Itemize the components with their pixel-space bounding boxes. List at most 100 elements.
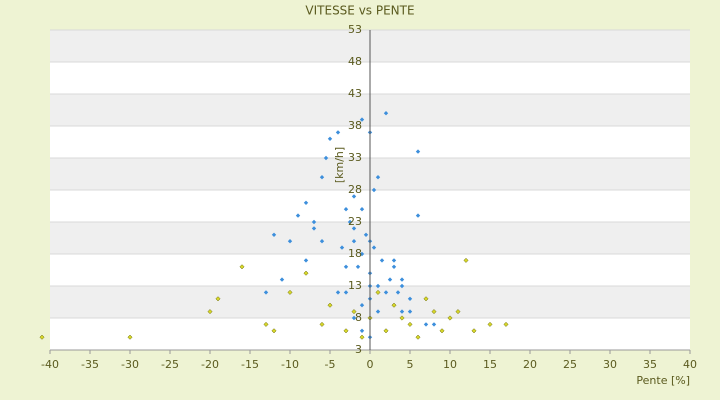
point: [215, 296, 221, 302]
y-tick-label: 13: [348, 279, 362, 292]
point: [431, 309, 437, 315]
point: [391, 302, 397, 308]
point: [343, 264, 349, 269]
point: [351, 239, 357, 244]
point: [447, 315, 453, 321]
point: [407, 309, 413, 314]
point: [383, 111, 389, 116]
point: [359, 328, 365, 333]
y-tick-label: 3: [355, 343, 362, 356]
point: [343, 207, 349, 212]
point: [415, 334, 421, 340]
point: [383, 328, 389, 334]
point: [303, 200, 309, 205]
point: [343, 290, 349, 295]
point: [343, 328, 349, 334]
point: [375, 309, 381, 314]
point: [359, 334, 365, 340]
point: [371, 245, 377, 250]
point: [503, 321, 509, 327]
point: [279, 277, 285, 282]
point: [431, 322, 437, 327]
point: [471, 328, 477, 334]
x-axis-label: Pente [%]: [636, 374, 690, 387]
point: [399, 283, 405, 289]
x-tick-label: 20: [523, 358, 537, 371]
point: [379, 258, 385, 263]
x-tick-label: 35: [643, 358, 657, 371]
point: [355, 264, 361, 269]
point: [399, 309, 405, 314]
point: [415, 149, 421, 154]
point: [455, 309, 461, 315]
point: [295, 213, 301, 218]
x-tick-label: 15: [483, 358, 497, 371]
point: [311, 226, 317, 231]
y-tick-label: 48: [348, 55, 362, 68]
y-tick-label: 8: [355, 311, 362, 324]
point: [415, 213, 421, 218]
point: [339, 245, 345, 250]
point: [239, 264, 245, 270]
y-tick-label: 18: [348, 247, 362, 260]
x-tick-label: 30: [603, 358, 617, 371]
point: [359, 303, 365, 308]
point: [359, 251, 365, 257]
point: [335, 290, 341, 295]
point: [287, 289, 293, 295]
point: [407, 321, 413, 327]
x-tick-label: 10: [443, 358, 457, 371]
point: [351, 315, 357, 321]
point: [319, 239, 325, 244]
point: [399, 277, 405, 282]
y-tick-label: 23: [348, 215, 362, 228]
y-tick-label: 43: [348, 87, 362, 100]
y-tick-label: 28: [348, 183, 362, 196]
point: [391, 258, 397, 263]
x-tick-label: -15: [241, 358, 259, 371]
point: [327, 136, 333, 141]
point: [407, 296, 413, 301]
x-tick-label: -25: [161, 358, 179, 371]
point: [327, 302, 333, 308]
point: [375, 289, 381, 295]
point: [319, 321, 325, 327]
point: [323, 155, 329, 161]
point: [423, 296, 429, 302]
point: [311, 219, 317, 225]
y-axis-label: [km/h]: [333, 147, 346, 183]
point: [347, 219, 353, 225]
point: [303, 258, 309, 263]
x-tick-label: 5: [407, 358, 414, 371]
point: [371, 187, 377, 193]
point: [363, 232, 369, 237]
point: [375, 283, 381, 289]
chart-title: VITESSE vs PENTE: [305, 4, 414, 18]
point: [303, 270, 309, 276]
point: [439, 328, 445, 334]
x-tick-label: -5: [325, 358, 336, 371]
x-tick-label: -20: [201, 358, 219, 371]
point: [423, 322, 429, 327]
point: [359, 117, 365, 122]
point: [399, 315, 405, 321]
x-tick-label: -10: [281, 358, 299, 371]
x-tick-label: 40: [683, 358, 697, 371]
point: [351, 309, 357, 315]
point: [287, 239, 293, 244]
point: [271, 232, 277, 237]
point: [319, 175, 325, 180]
y-tick-label: 53: [348, 23, 362, 36]
point: [351, 226, 357, 231]
x-tick-label: -35: [81, 358, 99, 371]
point: [375, 175, 381, 180]
point: [335, 130, 341, 135]
point: [39, 334, 45, 340]
point: [487, 321, 493, 327]
x-tick-label: -40: [41, 358, 59, 371]
point: [207, 309, 213, 315]
point: [463, 257, 469, 263]
y-tick-label: 38: [348, 119, 362, 132]
x-tick-label: 0: [367, 358, 374, 371]
